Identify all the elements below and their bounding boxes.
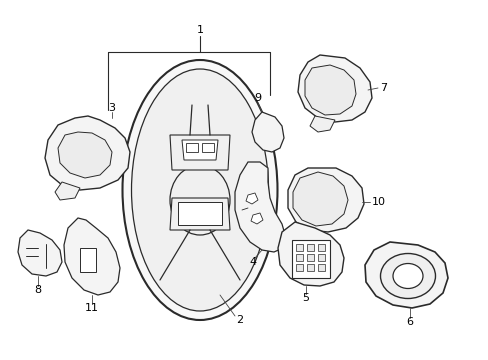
Polygon shape [178,202,222,225]
Polygon shape [55,182,80,200]
Polygon shape [170,198,229,230]
Text: 9: 9 [254,93,261,103]
Ellipse shape [189,199,210,221]
Text: 6: 6 [406,317,413,327]
Ellipse shape [392,264,422,288]
Polygon shape [170,135,229,170]
Text: 4: 4 [249,257,256,267]
Polygon shape [18,230,62,276]
Text: 1: 1 [196,25,203,35]
Text: 2: 2 [236,315,243,325]
Polygon shape [306,254,313,261]
Polygon shape [297,55,371,122]
Text: 8: 8 [34,285,41,295]
Polygon shape [306,244,313,251]
Text: 5: 5 [302,293,309,303]
Ellipse shape [380,253,435,298]
Polygon shape [202,143,214,152]
Text: 3: 3 [108,103,115,113]
Polygon shape [80,248,96,272]
Ellipse shape [193,203,206,217]
Polygon shape [309,116,334,132]
Polygon shape [58,132,112,178]
Polygon shape [250,213,263,224]
Polygon shape [64,218,120,295]
Ellipse shape [131,69,268,311]
Polygon shape [235,162,285,252]
Polygon shape [251,112,284,152]
Text: 7: 7 [379,83,386,93]
Polygon shape [295,244,303,251]
Polygon shape [45,116,130,190]
Text: 11: 11 [85,303,99,313]
Polygon shape [291,240,329,278]
Polygon shape [295,264,303,271]
Polygon shape [305,65,355,115]
Polygon shape [292,172,347,226]
Polygon shape [182,140,218,160]
Polygon shape [245,193,258,204]
Text: 10: 10 [371,197,385,207]
Polygon shape [317,264,325,271]
Polygon shape [317,244,325,251]
Polygon shape [295,254,303,261]
Polygon shape [287,168,363,232]
Polygon shape [278,222,343,286]
Ellipse shape [170,165,229,235]
Polygon shape [185,143,198,152]
Polygon shape [317,254,325,261]
Polygon shape [364,242,447,308]
Ellipse shape [122,60,277,320]
Polygon shape [306,264,313,271]
Polygon shape [292,226,317,242]
